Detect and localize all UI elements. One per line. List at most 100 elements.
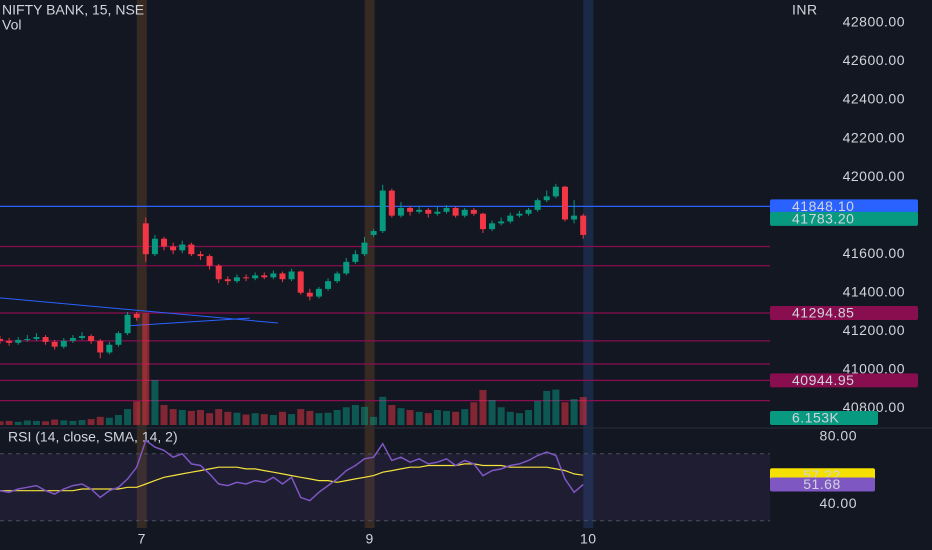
volume-bar [306,410,314,425]
volume-bar [506,411,514,425]
volume-bar [260,414,268,425]
candle-body [388,190,395,216]
volume-bar [333,410,341,425]
candle-body [561,186,568,220]
candle-body [334,273,341,282]
volume-bar [497,407,505,425]
candle-body [434,211,441,214]
y-tick-label: 41200.00 [843,322,905,338]
volume-bar [461,409,469,425]
candle-body [42,337,49,342]
candle-body [142,223,149,255]
volume-bar [224,411,232,425]
volume-bar [297,409,305,425]
volume-bar [5,420,13,425]
candle-body [534,200,541,210]
candle-body [115,333,122,345]
volume-badge-label: 6.153K [792,410,840,426]
volume-bar [543,390,551,425]
candle-body [498,221,505,224]
candle-body [580,215,587,235]
volume-bar [324,412,332,425]
volume-bar [96,416,104,425]
candle-body [461,209,468,216]
volume-badge [770,411,878,425]
volume-bar [288,414,296,425]
volume-bar [388,405,396,425]
candle-body [106,344,113,353]
candle-body [6,340,13,343]
candle-body [325,281,332,289]
candle-body [416,209,423,212]
candle-body [188,244,195,255]
y-tick-label: 42600.00 [843,52,905,68]
candle-body [24,338,31,340]
rsi-band [0,453,770,521]
volume-bar [470,402,478,425]
volume-bar [534,400,542,425]
candle-body [51,341,58,347]
x-tick-label: 7 [138,531,146,547]
volume-bar [23,420,31,425]
volume-bar [215,409,223,425]
volume-bar [187,410,195,425]
volume-bar [525,410,533,425]
volume-bar [32,420,40,425]
candle-body [407,207,414,212]
candle-body [543,196,550,201]
rsi-badge [770,477,875,492]
volume-bar [360,406,368,425]
candle-body [151,238,158,255]
candle-body [397,207,404,216]
candle-body [243,277,250,279]
volume-bar [433,410,441,425]
rsi-tick-label: 80.00 [819,428,857,444]
candle-body [170,246,177,251]
candle-body [315,288,322,297]
volume-bar [406,410,414,425]
volume-bar [278,411,286,425]
session-separator [136,0,147,528]
candle-body [252,275,259,279]
chart-title: NIFTY BANK, 15, NSE [2,2,144,18]
candle-body [124,314,131,334]
volume-bar [315,413,323,425]
volume-bar [169,409,177,425]
volume-bar [443,410,451,425]
volume-bar [242,414,250,425]
candle-body [306,292,313,297]
candle-body [224,279,231,282]
candle-body [206,256,213,266]
price-badge [770,305,918,320]
y-tick-label: 41400.00 [843,283,905,299]
volume-bar [452,411,460,425]
candle-body [261,275,268,278]
rsi-line [0,439,584,502]
candle-body [60,340,67,347]
candle-body [0,338,3,341]
price-badge-label: 41294.85 [792,305,854,321]
candle-body [352,254,359,262]
volume-bar [14,421,22,425]
candle-body [97,340,104,353]
price-badge-label: 40944.95 [792,372,854,388]
candle-body [197,254,204,257]
candle-body [525,209,532,214]
rsi-title: RSI (14, close, SMA, 14, 2) [8,429,178,445]
volume-bar [51,419,59,425]
candle-body [343,261,350,274]
volume-bar [552,389,560,425]
y-tick-label: 42200.00 [843,129,905,145]
volume-bar [133,401,141,425]
y-tick-label: 42800.00 [843,14,905,30]
candle-body [370,231,377,235]
rsi-badge-label: 51.68 [803,476,841,492]
x-tick-label: 9 [365,531,373,547]
volume-bar [515,413,523,425]
candle-body [297,271,304,293]
session-separator [583,0,594,528]
candle-body [270,273,277,278]
price-badge [770,199,918,214]
background [136,0,594,528]
